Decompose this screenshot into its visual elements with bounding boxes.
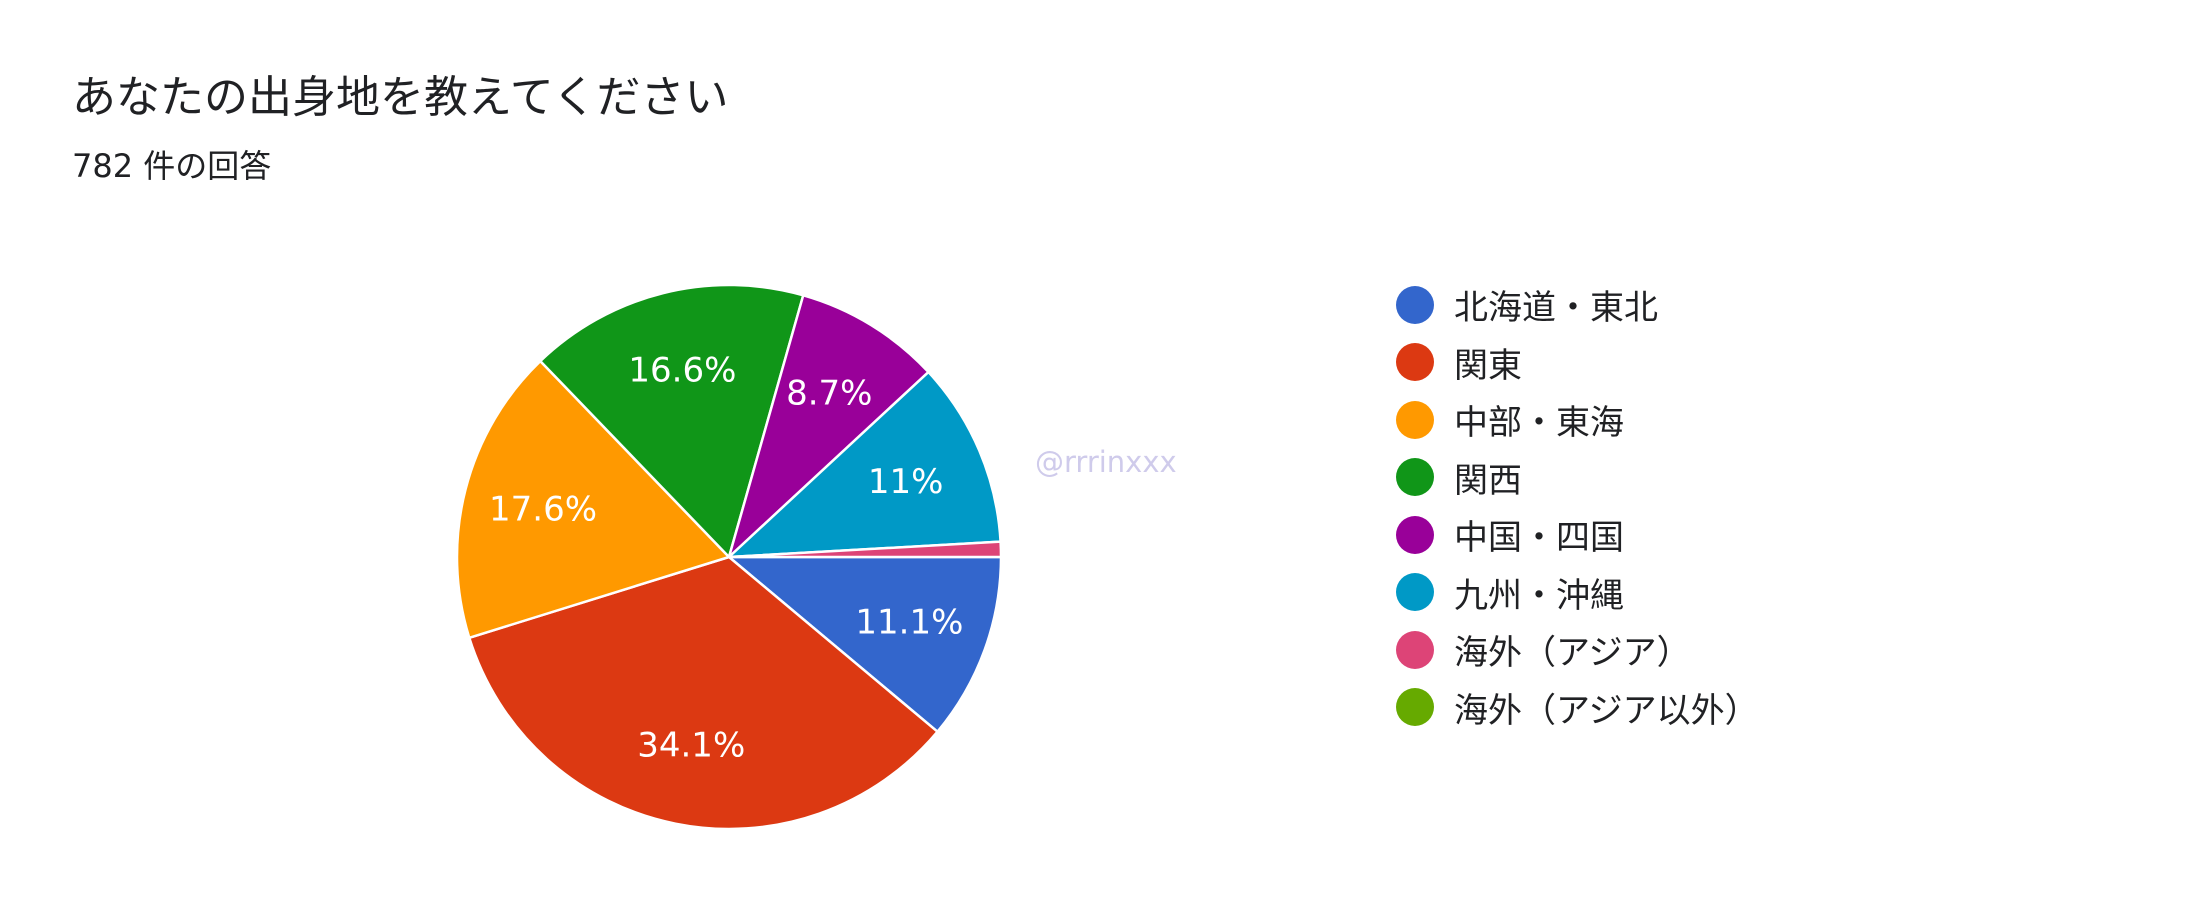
legend-color-dot-icon	[1396, 285, 1434, 324]
legend-item[interactable]: 北海道・東北	[1396, 276, 1759, 334]
legend-color-dot-icon	[1396, 400, 1434, 439]
slice-4[interactable]	[727, 294, 930, 559]
legend-color-dot-icon	[1396, 343, 1434, 382]
legend-label: 関東	[1454, 345, 1522, 386]
legend-label: 海外（アジア以外）	[1454, 690, 1759, 731]
slice-3[interactable]	[539, 283, 805, 559]
legend-color-dot-icon	[1396, 573, 1434, 612]
pie-slices	[455, 283, 1003, 831]
legend-label: 九州・沖縄	[1454, 575, 1624, 616]
slice-5-label: 11%	[868, 462, 944, 502]
slice-4-label: 8.7%	[786, 373, 872, 413]
slice-2-label: 17.6%	[489, 489, 597, 529]
slice-1-label: 34.1%	[637, 725, 745, 765]
legend-color-dot-icon	[1396, 458, 1434, 497]
slice-0[interactable]	[727, 555, 1003, 733]
slice-0-label: 11.1%	[855, 603, 963, 643]
chart-legend: 北海道・東北 関東中部・東海関西中国・四国九州・沖縄海外（アジア） 海外（アジア以外…	[1396, 276, 1759, 736]
slice-6[interactable]	[727, 540, 1003, 559]
pie-slice-labels: 11.1% 34.1% 17.6% 16.6% 8.7% 11%	[489, 351, 963, 766]
legend-label: 関西	[1454, 460, 1522, 501]
legend-label: 中部・東海	[1454, 403, 1624, 444]
legend-item[interactable]: 関東	[1396, 334, 1759, 392]
chart-title: あなたの出身地を教えてください	[72, 72, 729, 123]
legend-item[interactable]: 海外（アジア以外）	[1396, 679, 1759, 737]
legend-label: 中国・四国	[1454, 518, 1624, 559]
legend-item[interactable]: 海外（アジア）	[1396, 621, 1759, 679]
legend-color-dot-icon	[1396, 688, 1434, 727]
response-count: 782 件の回答	[72, 147, 272, 185]
watermark-text: @rrrinxxx	[1035, 445, 1177, 479]
slice-3-label: 16.6%	[628, 351, 736, 391]
legend-color-dot-icon	[1396, 515, 1434, 554]
legend-label: 海外（アジア）	[1454, 633, 1691, 674]
slice-2[interactable]	[455, 359, 731, 640]
legend-item[interactable]: 九州・沖縄	[1396, 564, 1759, 622]
legend-label: 北海道・東北	[1454, 288, 1658, 329]
legend-item[interactable]: 中部・東海	[1396, 391, 1759, 449]
legend-item[interactable]: 中国・四国	[1396, 506, 1759, 564]
slice-5[interactable]	[727, 370, 1002, 559]
legend-item[interactable]: 関西	[1396, 449, 1759, 507]
slice-1[interactable]	[468, 555, 939, 831]
legend-color-dot-icon	[1396, 630, 1434, 669]
